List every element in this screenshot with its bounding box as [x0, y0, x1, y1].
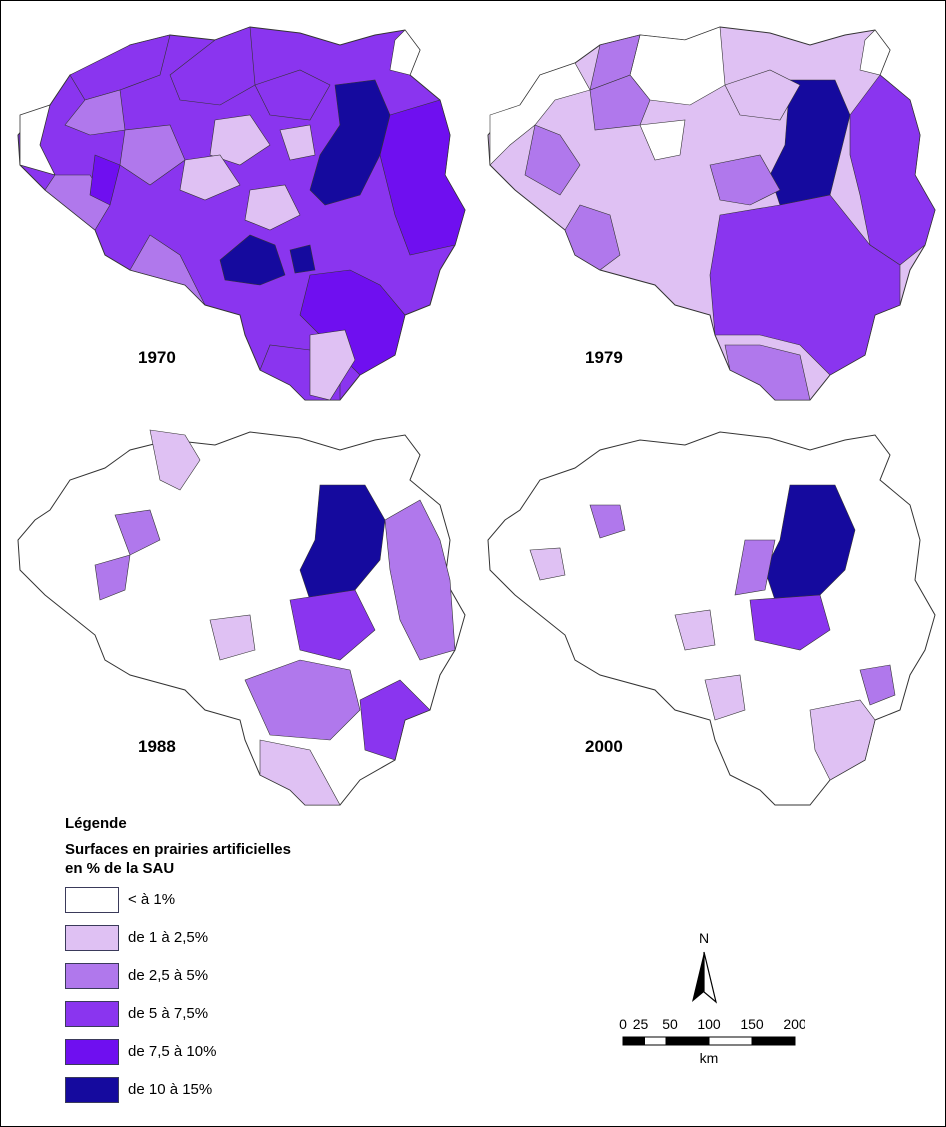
legend-class-row: de 5 à 7,5%	[65, 1001, 365, 1029]
map-1979	[480, 15, 940, 410]
legend-label: de 1 à 2,5%	[128, 929, 209, 946]
scale-bar: 0 25 50 100 150 200 km	[615, 1015, 807, 1075]
scale-segment	[708, 1036, 753, 1046]
scale-tick-label: 50	[662, 1016, 678, 1032]
legend-swatch	[65, 1077, 119, 1103]
map-2000	[480, 420, 940, 810]
map-1988	[10, 420, 470, 810]
legend-subtitle-line1: Surfaces en prairies artificielles	[65, 841, 291, 858]
map-year-label: 2000	[585, 737, 623, 756]
legend-class-row: < à 1%	[65, 887, 365, 915]
legend-class-row: de 7,5 à 10%	[65, 1039, 365, 1067]
legend-class-row: de 1 à 2,5%	[65, 925, 365, 953]
north-label: N	[699, 930, 709, 946]
legend-class-row: de 10 à 15%	[65, 1077, 365, 1105]
legend-title: Légende	[65, 815, 127, 832]
legend-swatch	[65, 1001, 119, 1027]
scale-segment	[622, 1036, 645, 1046]
legend-class-row: de 2,5 à 5%	[65, 963, 365, 991]
north-arrow-dark-half	[692, 952, 704, 1002]
map-year-label: 1979	[585, 348, 623, 367]
legend-subtitle-line2: en % de la SAU	[65, 860, 175, 877]
north-arrow-light-half	[703, 951, 718, 1004]
scale-segment	[751, 1036, 796, 1046]
legend-label: de 7,5 à 10%	[128, 1043, 217, 1060]
legend-swatch	[65, 963, 119, 989]
map-year-label: 1970	[138, 348, 176, 367]
legend-swatch	[65, 887, 119, 913]
legend-label: de 2,5 à 5%	[128, 967, 209, 984]
legend-label: de 10 à 15%	[128, 1081, 213, 1098]
scale-segment	[644, 1036, 667, 1046]
scale-tick-label: 0	[619, 1016, 627, 1032]
scale-tick-label: 100	[697, 1016, 721, 1032]
scale-tick-label: 150	[740, 1016, 764, 1032]
north-arrow: N	[684, 930, 726, 1008]
legend-label: < à 1%	[128, 891, 176, 908]
legend-swatch	[65, 925, 119, 951]
scale-tick-label: 200	[783, 1016, 805, 1032]
map-year-label: 1988	[138, 737, 176, 756]
legend: Légende Surfaces en prairies artificiell…	[65, 815, 405, 878]
legend-label: de 5 à 7,5%	[128, 1005, 209, 1022]
map-1970	[10, 15, 470, 410]
scale-unit-label: km	[700, 1050, 719, 1066]
scale-segment	[665, 1036, 710, 1046]
scale-tick-label: 25	[633, 1016, 649, 1032]
legend-swatch	[65, 1039, 119, 1065]
